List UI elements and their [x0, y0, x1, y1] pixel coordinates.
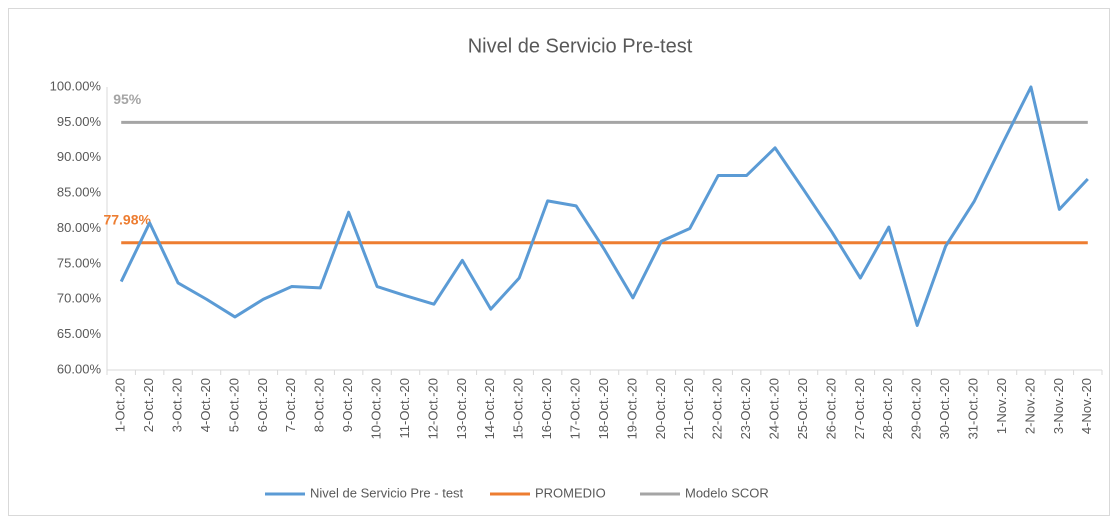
x-tick-label: 12-Oct.-20: [425, 378, 440, 439]
x-tick-label: 27-Oct.-20: [852, 378, 867, 439]
data-label: 95%: [113, 91, 142, 107]
y-tick-label: 100.00%: [50, 78, 102, 93]
legend-label: PROMEDIO: [535, 485, 606, 500]
chart-border: [8, 8, 1110, 516]
x-tick-label: 11-Oct.-20: [397, 378, 412, 438]
x-tick-label: 18-Oct.-20: [596, 378, 611, 439]
legend-label: Nivel de Servicio Pre - test: [310, 485, 464, 500]
y-tick-label: 75.00%: [57, 255, 102, 270]
x-tick-label: 3-Nov.-20: [1051, 378, 1066, 434]
x-tick-label: 31-Oct.-20: [966, 378, 981, 439]
x-tick-label: 19-Oct.-20: [624, 378, 639, 439]
x-tick-label: 13-Oct.-20: [454, 378, 469, 439]
x-tick-label: 7-Oct.-20: [283, 378, 298, 432]
y-tick-label: 95.00%: [57, 114, 102, 129]
x-tick-label: 4-Oct.-20: [198, 378, 213, 432]
x-tick-label: 6-Oct.-20: [255, 378, 270, 432]
x-tick-label: 26-Oct.-20: [823, 378, 838, 439]
x-tick-label: 1-Oct.-20: [113, 378, 128, 432]
x-tick-label: 20-Oct.-20: [653, 378, 668, 439]
x-tick-label: 4-Nov.-20: [1079, 378, 1094, 434]
x-tick-label: 3-Oct.-20: [170, 378, 185, 432]
x-tick-label: 10-Oct.-20: [369, 378, 384, 439]
legend-label: Modelo SCOR: [685, 485, 769, 500]
x-tick-label: 24-Oct.-20: [767, 378, 782, 439]
y-tick-label: 65.00%: [57, 326, 102, 341]
x-tick-label: 2-Nov.-20: [1022, 378, 1037, 434]
y-tick-label: 80.00%: [57, 220, 102, 235]
x-tick-label: 25-Oct.-20: [795, 378, 810, 439]
x-tick-label: 8-Oct.-20: [312, 378, 327, 432]
y-tick-label: 90.00%: [57, 149, 102, 164]
x-tick-label: 2-Oct.-20: [141, 378, 156, 432]
x-tick-label: 1-Nov.-20: [994, 378, 1009, 434]
chart-title: Nivel de Servicio Pre-test: [468, 35, 693, 57]
x-tick-label: 15-Oct.-20: [511, 378, 526, 439]
x-tick-label: 9-Oct.-20: [340, 378, 355, 432]
y-tick-label: 85.00%: [57, 185, 102, 200]
x-tick-label: 16-Oct.-20: [539, 378, 554, 439]
x-tick-label: 14-Oct.-20: [482, 378, 497, 439]
x-tick-label: 17-Oct.-20: [568, 378, 583, 439]
x-tick-label: 29-Oct.-20: [909, 378, 924, 439]
data-label: 77.98%: [103, 211, 151, 227]
x-tick-label: 28-Oct.-20: [880, 378, 895, 439]
x-tick-label: 30-Oct.-20: [937, 378, 952, 439]
x-tick-label: 23-Oct.-20: [738, 378, 753, 439]
x-tick-label: 22-Oct.-20: [710, 378, 725, 439]
y-tick-label: 70.00%: [57, 291, 102, 306]
x-tick-label: 21-Oct.-20: [681, 378, 696, 439]
x-tick-label: 5-Oct.-20: [226, 378, 241, 432]
series-line: [119, 85, 1089, 327]
y-tick-label: 60.00%: [57, 361, 102, 376]
